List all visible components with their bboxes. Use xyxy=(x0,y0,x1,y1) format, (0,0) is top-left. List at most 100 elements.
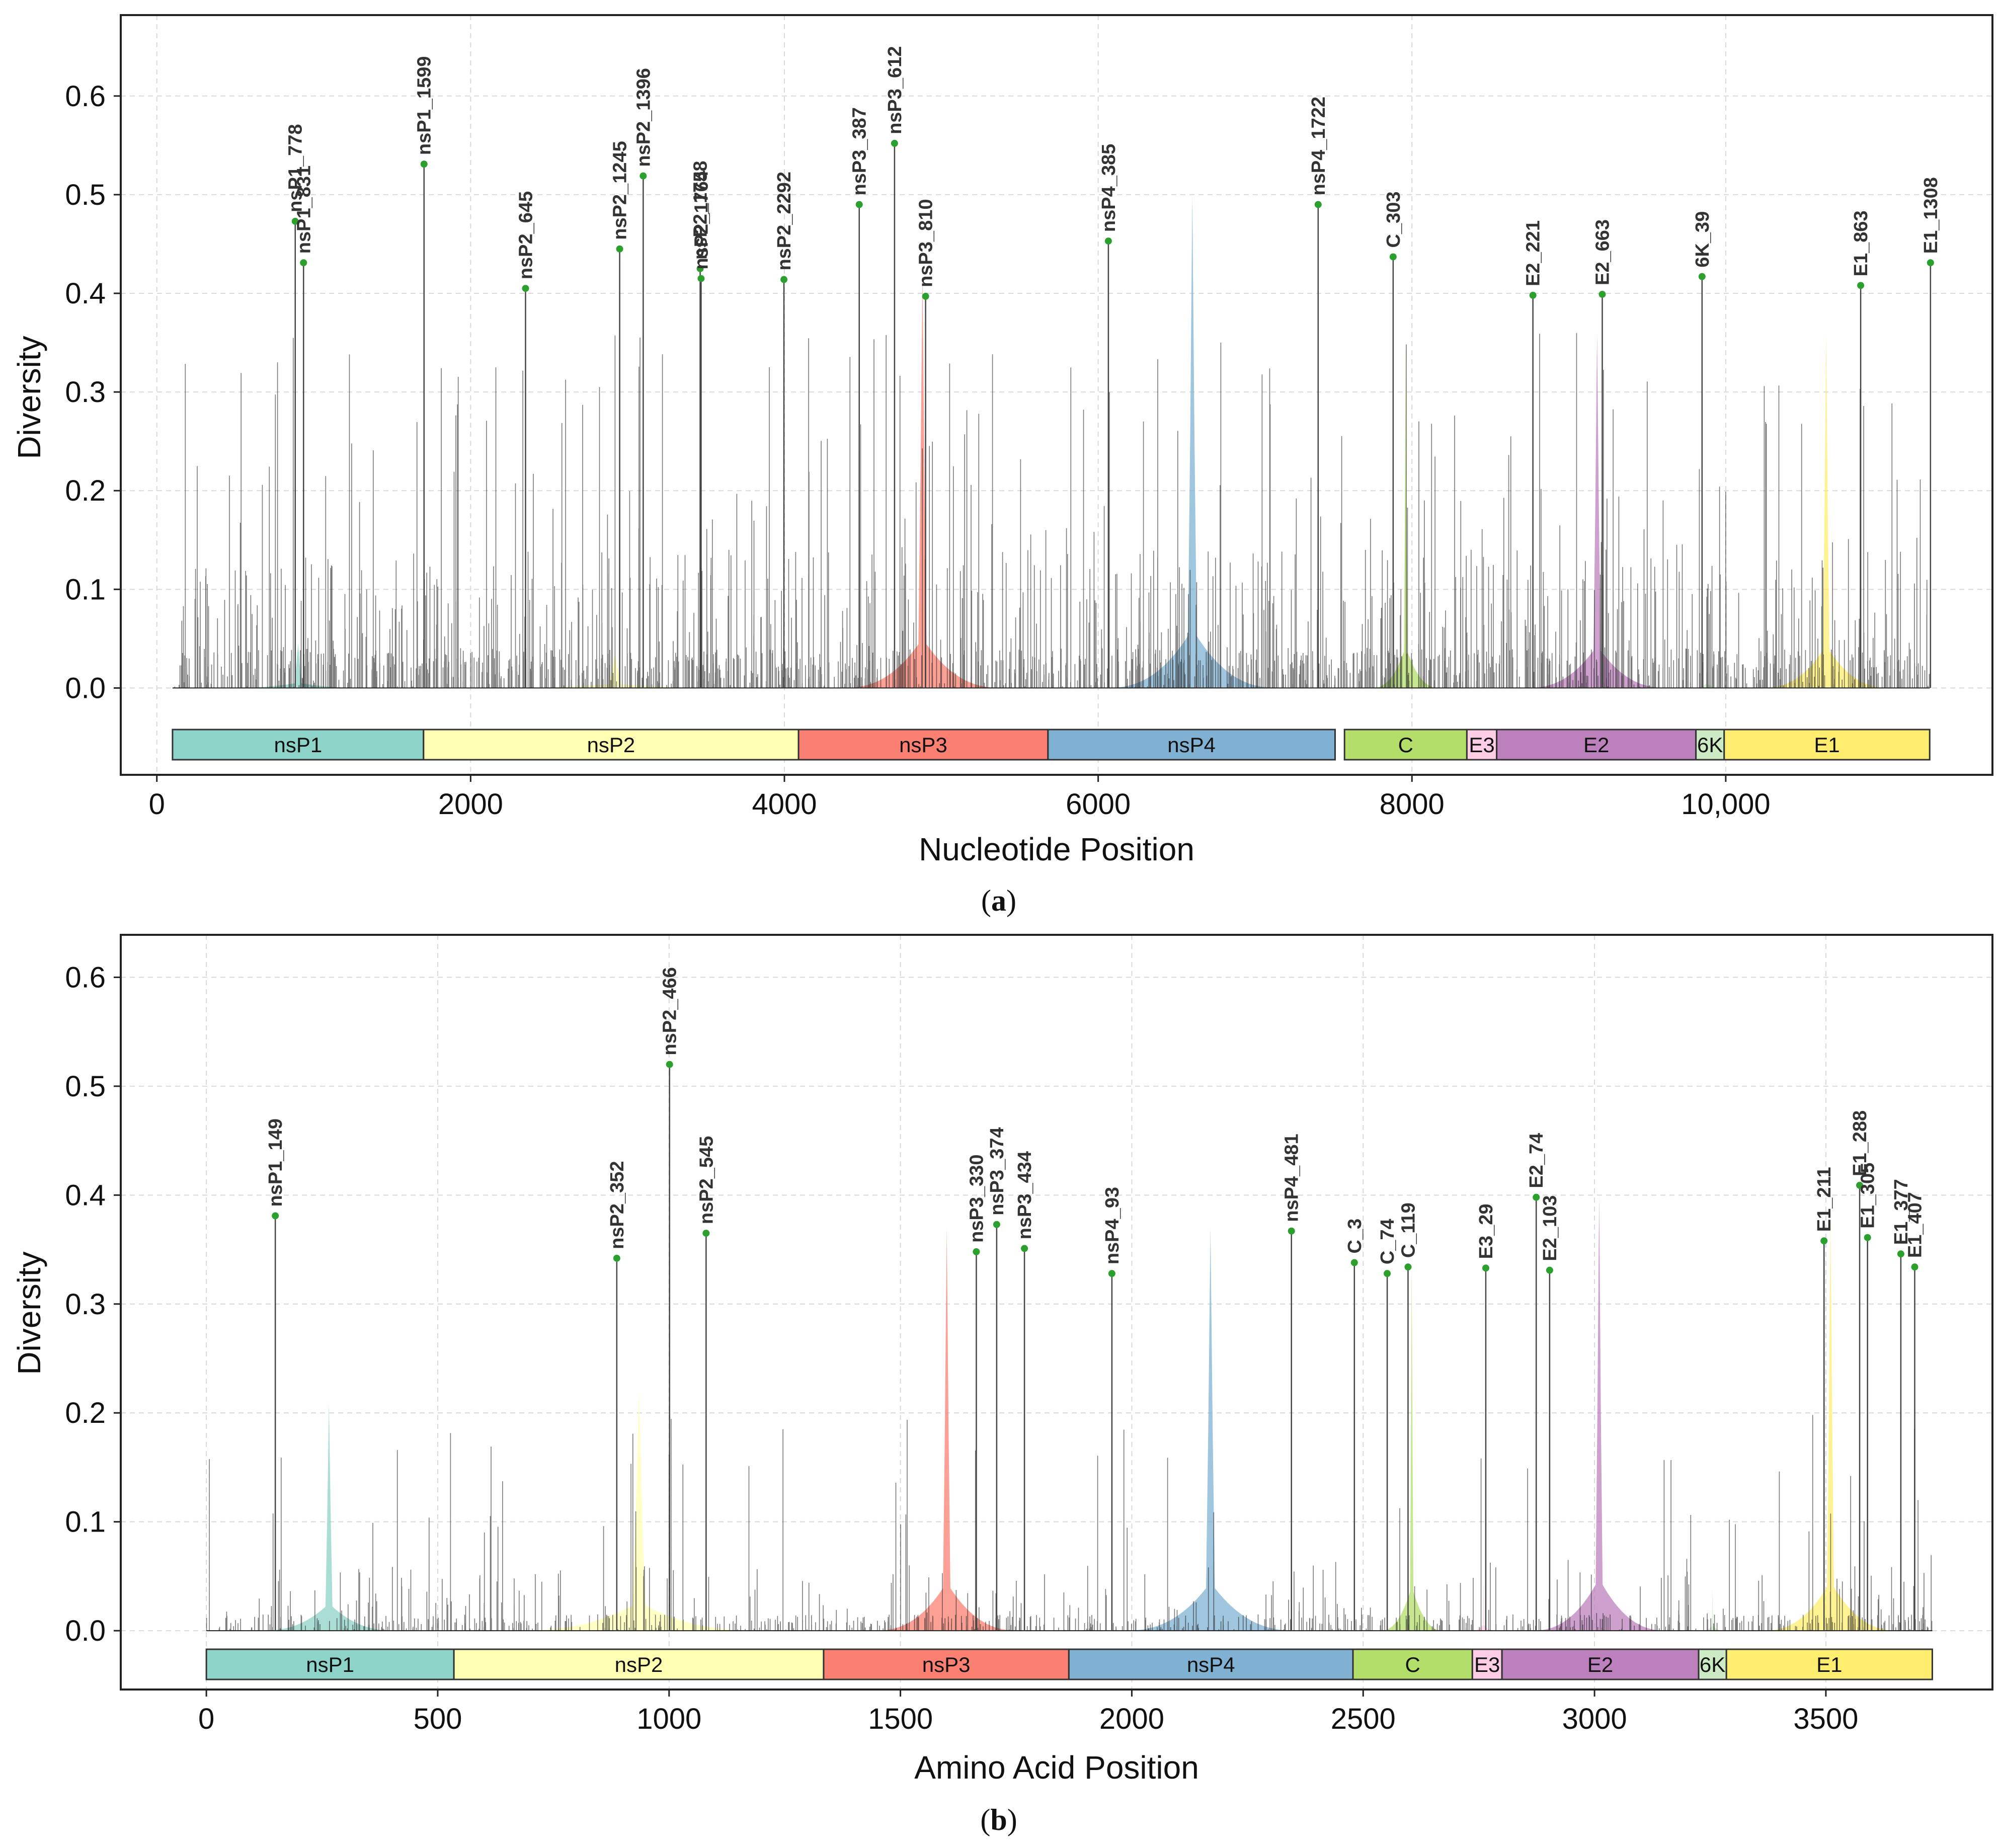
density-nsp1-a xyxy=(225,644,370,688)
x-tick-label-b-5: 2500 xyxy=(1331,1703,1396,1735)
gene-block-e1-b xyxy=(1725,1648,1933,1680)
gene-block-nsp2-b xyxy=(453,1648,825,1680)
peak-dot-b-15 xyxy=(1820,1237,1828,1245)
peak-label-b-4: nsP3_330 xyxy=(966,1154,987,1242)
peak-label-b-10: C_74 xyxy=(1377,1219,1398,1264)
gene-block-nsp4-b xyxy=(1068,1648,1354,1680)
x-tick-label-a-5: 10,000 xyxy=(1681,788,1770,821)
x-tick-label-b-2: 1000 xyxy=(636,1703,701,1735)
peak-dot-a-7 xyxy=(697,275,705,282)
gene-label-e3-b: E3 xyxy=(1474,1653,1500,1676)
y-tick-label-b-1: 0.1 xyxy=(65,1506,106,1539)
x-tick-label-a-4: 8000 xyxy=(1380,788,1445,821)
y-tick-label-b-6: 0.6 xyxy=(65,961,106,994)
y-tick-label-a-4: 0.4 xyxy=(65,277,106,310)
x-ticks-b: 0 500 1000 1500 2000 2500 3000 3500 xyxy=(198,1690,1858,1735)
x-tick-label-b-4: 2000 xyxy=(1099,1703,1164,1735)
peak-label-a-5: nsP2_1396 xyxy=(633,68,654,167)
density-e1-a xyxy=(1760,333,1892,688)
peak-label-a-11: nsP3_810 xyxy=(916,199,937,287)
peak-label-b-11: C_119 xyxy=(1398,1202,1419,1258)
peak-dot-b-2 xyxy=(666,1061,673,1068)
density-nsp1-b xyxy=(259,1402,398,1631)
peak-dot-a-13 xyxy=(1314,201,1322,208)
peak-label-b-7: nsP4_93 xyxy=(1102,1187,1123,1264)
gene-label-nsp1-b: nsP1 xyxy=(306,1653,354,1676)
peak-dot-a-10 xyxy=(891,139,898,147)
peak-label-b-0: nsP1_149 xyxy=(265,1118,286,1207)
peak-label-a-8: nsP2_2292 xyxy=(774,172,795,271)
density-e2-b xyxy=(1530,1195,1669,1631)
y-tick-label-a-1: 0.1 xyxy=(65,573,106,606)
peak-label-b-15: E1_211 xyxy=(1814,1167,1835,1232)
panel-letter-a: a xyxy=(991,884,1006,917)
gene-block-e3-b xyxy=(1471,1648,1503,1680)
peak-dot-b-18 xyxy=(1897,1250,1904,1258)
peak-dot-a-2 xyxy=(420,160,428,168)
peak-label-a-1: nsP1_831 xyxy=(293,166,314,254)
peak-dot-a-9 xyxy=(855,201,863,208)
gene-label-e2-b: E2 xyxy=(1587,1653,1613,1676)
y-tick-label-b-3: 0.3 xyxy=(65,1288,106,1321)
x-tick-label-a-1: 2000 xyxy=(438,788,503,821)
peak-dot-b-19 xyxy=(1911,1263,1918,1271)
peak-label-a-9: nsP3_387 xyxy=(849,107,870,195)
peak-dot-b-0 xyxy=(272,1212,279,1220)
diversity-bars-a xyxy=(172,333,1930,689)
peak-label-a-10: nsP3_612 xyxy=(885,46,906,134)
peak-dot-b-10 xyxy=(1384,1270,1391,1277)
peak-label-b-2: nsP2_466 xyxy=(660,967,681,1055)
peak-label-b-6: nsP3_434 xyxy=(1014,1151,1035,1239)
y-tick-label-b-5: 0.5 xyxy=(65,1070,106,1103)
peak-dot-b-9 xyxy=(1350,1259,1358,1266)
peak-dot-a-6 xyxy=(696,265,704,272)
peak-label-b-12: E3_29 xyxy=(1476,1203,1497,1259)
peak-dot-b-12 xyxy=(1482,1264,1489,1272)
peak-label-a-19: E1_1308 xyxy=(1921,177,1942,254)
peak-dot-b-11 xyxy=(1404,1263,1412,1271)
peak-dot-a-11 xyxy=(922,292,929,300)
y-tick-label-b-2: 0.2 xyxy=(65,1397,106,1429)
peak-dot-b-4 xyxy=(973,1248,980,1255)
gene-label-e1-b: E1 xyxy=(1816,1653,1842,1676)
peak-dot-a-16 xyxy=(1598,290,1606,298)
peak-dot-a-8 xyxy=(780,276,788,283)
gene-block-c-a xyxy=(1343,729,1468,761)
x-axis-label-b: Amino Acid Position xyxy=(914,1749,1199,1786)
peak-label-b-16: E1_288 xyxy=(1850,1110,1871,1176)
gene-block-e2-b xyxy=(1501,1648,1700,1680)
gene-label-c-b: C xyxy=(1405,1653,1420,1676)
x-ticks-a: 0 2000 4000 6000 8000 10,000 xyxy=(149,775,1771,821)
y-tick-label-a-0: 0.0 xyxy=(65,672,106,704)
gene-block-e1-a xyxy=(1723,729,1931,761)
peak-dot-b-6 xyxy=(1021,1245,1028,1252)
peak-dot-b-16 xyxy=(1856,1181,1864,1189)
peak-dot-a-19 xyxy=(1927,259,1934,267)
peak-dot-b-1 xyxy=(613,1254,620,1262)
peak-label-a-3: nsP2_645 xyxy=(515,191,536,279)
peak-dot-a-17 xyxy=(1698,273,1706,280)
density-nsp2-b xyxy=(514,1391,764,1631)
peak-dot-b-8 xyxy=(1288,1227,1295,1235)
density-nsp3-b xyxy=(872,1228,1021,1631)
peak-label-a-4: nsP2_1245 xyxy=(610,141,631,240)
density-c-a xyxy=(1371,343,1441,688)
y-axis-label-a: Diversity xyxy=(11,336,47,459)
gene-block-e2-a xyxy=(1496,729,1697,761)
peak-label-a-6: nsP2_1758 xyxy=(690,160,711,260)
peak-dot-b-7 xyxy=(1108,1270,1115,1277)
plot-frame-b xyxy=(120,934,1993,1691)
peak-dot-a-18 xyxy=(1857,282,1865,289)
peak-dot-a-14 xyxy=(1389,253,1397,261)
panel-a: nsP1 nsP2 nsP3 nsP4 C E3 E2 6K E1 nsP1_778nsP1_8… xyxy=(11,14,1993,917)
peak-label-a-7: nsP2_1764 xyxy=(691,171,712,270)
y-axis-label-b: Diversity xyxy=(11,1251,47,1375)
density-e1-b xyxy=(1761,1217,1900,1631)
peak-dot-a-15 xyxy=(1529,291,1537,299)
y-ticks-a: 0.0 0.1 0.2 0.3 0.4 0.5 0.6 xyxy=(65,80,121,704)
peak-markers-b: nsP1_149 nsP2_352 nsP2_466 nsP2_545 nsP3_330… xyxy=(265,967,1926,1631)
gene-label-nsp3-a: nsP3 xyxy=(899,733,947,757)
peak-label-b-9: C_3 xyxy=(1344,1219,1366,1254)
peak-dot-b-14 xyxy=(1546,1266,1553,1274)
